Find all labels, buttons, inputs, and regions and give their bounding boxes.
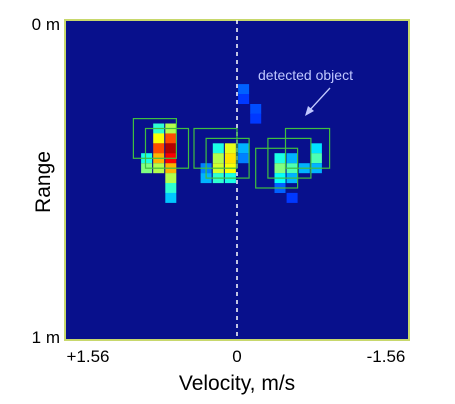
heatmap-cell <box>165 183 177 193</box>
y-tick-top: 0 m <box>32 15 60 34</box>
detection-box <box>144 127 190 169</box>
heatmap-cell <box>274 163 286 174</box>
heatmap-cell <box>224 153 236 164</box>
heatmap-cell <box>153 133 165 144</box>
x-tick-right: -1.56 <box>367 347 406 366</box>
heatmap-cell <box>153 143 165 154</box>
x-tick-center: 0 <box>232 347 241 366</box>
heatmap-cell <box>286 153 298 164</box>
heatmap-cell <box>250 104 262 114</box>
detection-box <box>284 127 331 169</box>
detection-box <box>205 137 250 179</box>
heatmap-cell <box>286 192 298 203</box>
heatmap-cell <box>224 143 236 154</box>
heatmap-cell <box>310 153 322 164</box>
heatmap-cell <box>165 173 177 184</box>
x-axis-label: Velocity, m/s <box>179 372 295 395</box>
heatmap-cell <box>238 94 250 104</box>
annotation-arrowhead <box>305 106 314 116</box>
detection-box <box>267 137 312 179</box>
heatmap-cell <box>165 143 177 154</box>
heatmap-cell <box>310 143 322 154</box>
heatmap-cell <box>212 143 224 154</box>
heatmap-cell <box>238 84 250 95</box>
heatmap-cell <box>165 133 177 144</box>
y-axis-label: Range <box>32 151 55 213</box>
detection-box <box>132 117 177 159</box>
heatmap-cell <box>250 113 262 124</box>
heatmap-cell <box>165 192 177 203</box>
annotation-text: detected object <box>258 67 353 83</box>
heatmap-cell <box>274 153 286 164</box>
annotation-arrow-line <box>307 87 331 113</box>
y-tick-bottom: 1 m <box>32 328 60 347</box>
heatmap-cell <box>212 153 224 164</box>
detection-box <box>193 127 238 169</box>
detection-boxes <box>132 117 331 189</box>
x-tick-left: +1.56 <box>66 347 109 366</box>
heatmap-cell <box>238 153 250 164</box>
heatmap-cell <box>238 143 250 154</box>
